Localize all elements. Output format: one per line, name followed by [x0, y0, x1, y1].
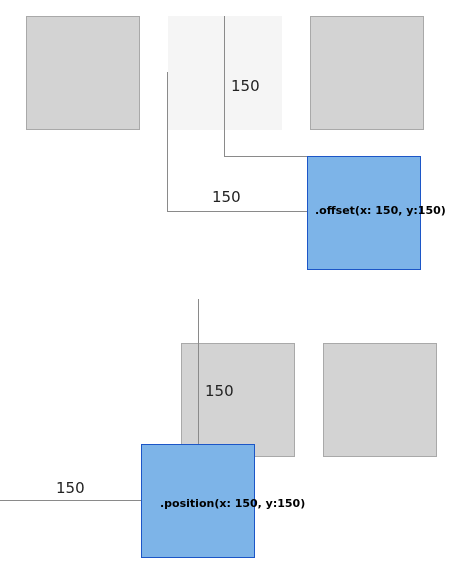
- position-right-box: [323, 343, 437, 457]
- offset-left-box: [26, 16, 140, 130]
- position-horizontal-distance-label: 150: [56, 479, 85, 497]
- position-middle-box: [181, 343, 295, 457]
- position-modifier-label: .position(x: 150, y:150): [160, 497, 306, 510]
- position-horizontal-guide: [0, 500, 142, 501]
- offset-right-box: [310, 16, 424, 130]
- offset-vertical-guide: [224, 16, 225, 157]
- position-moved-box: [141, 444, 255, 558]
- position-vertical-distance-label: 150: [205, 382, 234, 400]
- offset-modifier-label: .offset(x: 150, y:150): [315, 204, 446, 217]
- offset-horizontal-guide-connector: [167, 211, 308, 212]
- offset-original-position-box: [168, 16, 282, 130]
- offset-vertical-distance-label: 150: [231, 77, 260, 95]
- position-vertical-guide: [198, 299, 199, 445]
- offset-moved-box: [307, 156, 421, 270]
- offset-horizontal-distance-label: 150: [212, 188, 241, 206]
- offset-vertical-guide-connector: [224, 156, 308, 157]
- offset-horizontal-guide: [167, 72, 168, 212]
